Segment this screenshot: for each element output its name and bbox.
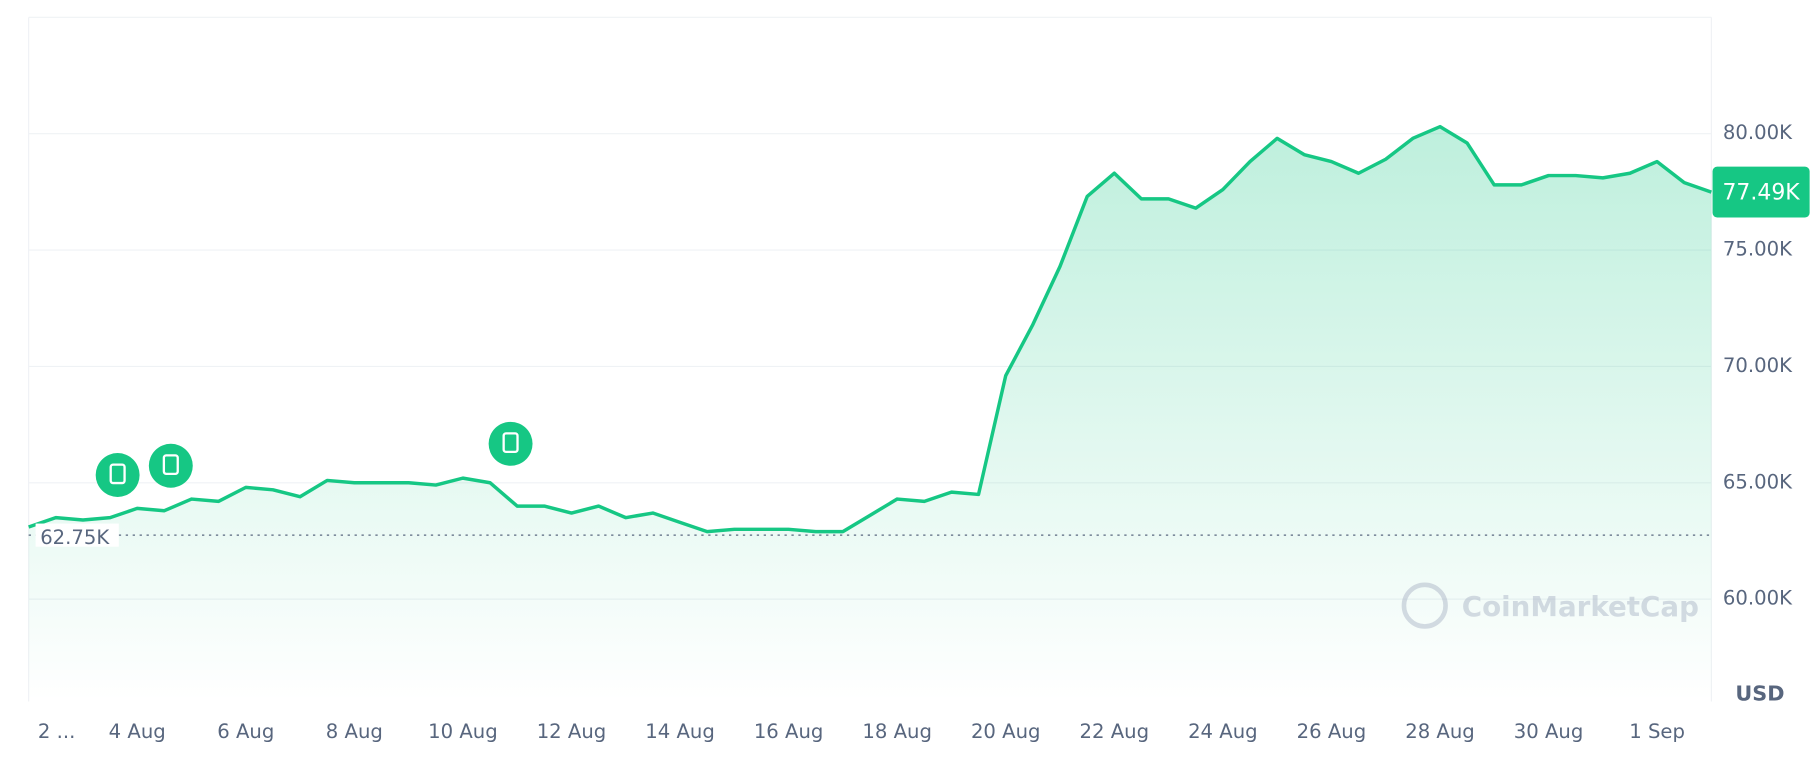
y-tick-label: 60.00K — [1723, 587, 1793, 610]
x-tick-label: 30 Aug — [1514, 720, 1584, 743]
x-tick-label: 20 Aug — [971, 720, 1041, 743]
news-icon[interactable] — [95, 453, 140, 497]
x-tick-label: 1 Sep — [1629, 720, 1685, 743]
news-icon[interactable] — [488, 421, 533, 466]
x-tick-label: 24 Aug — [1188, 720, 1258, 743]
news-icon-glyph — [109, 463, 126, 485]
current-price-badge — [1712, 166, 1810, 218]
news-icon[interactable] — [148, 443, 193, 488]
baseline-label-bg — [35, 523, 119, 547]
news-icon-glyph — [502, 432, 519, 454]
y-tick-label: 65.00K — [1723, 470, 1793, 493]
x-tick-label: 8 Aug — [326, 720, 383, 743]
x-tick-label: 18 Aug — [862, 720, 932, 743]
y-tick-label: 70.00K — [1723, 354, 1793, 377]
watermark-logo — [1401, 582, 1448, 629]
x-tick-label: 14 Aug — [645, 720, 715, 743]
x-tick-label: 10 Aug — [428, 720, 498, 743]
y-tick-label: 75.00K — [1723, 238, 1793, 261]
x-tick-label: 12 Aug — [537, 720, 607, 743]
watermark-text: CoinMarketCap — [1462, 590, 1699, 623]
x-tick-label: 2 ... — [38, 720, 75, 743]
baseline-label: 62.75K — [40, 526, 110, 549]
x-tick-label: 26 Aug — [1297, 720, 1367, 743]
x-tick-label: 6 Aug — [217, 720, 274, 743]
price-area — [28, 126, 1712, 702]
news-icon-glyph — [162, 454, 179, 476]
current-price-label: 77.49K — [1722, 180, 1800, 205]
price-line — [28, 124, 1712, 534]
news-icons — [95, 421, 533, 497]
x-tick-label: 16 Aug — [754, 720, 824, 743]
x-tick-label: 28 Aug — [1405, 720, 1475, 743]
x-tick-label: 4 Aug — [109, 720, 166, 743]
y-tick-label: 80.00K — [1723, 121, 1793, 144]
watermark: CoinMarketCap — [1401, 582, 1699, 629]
currency-label: USD — [1735, 682, 1784, 706]
x-tick-label: 22 Aug — [1080, 720, 1150, 743]
